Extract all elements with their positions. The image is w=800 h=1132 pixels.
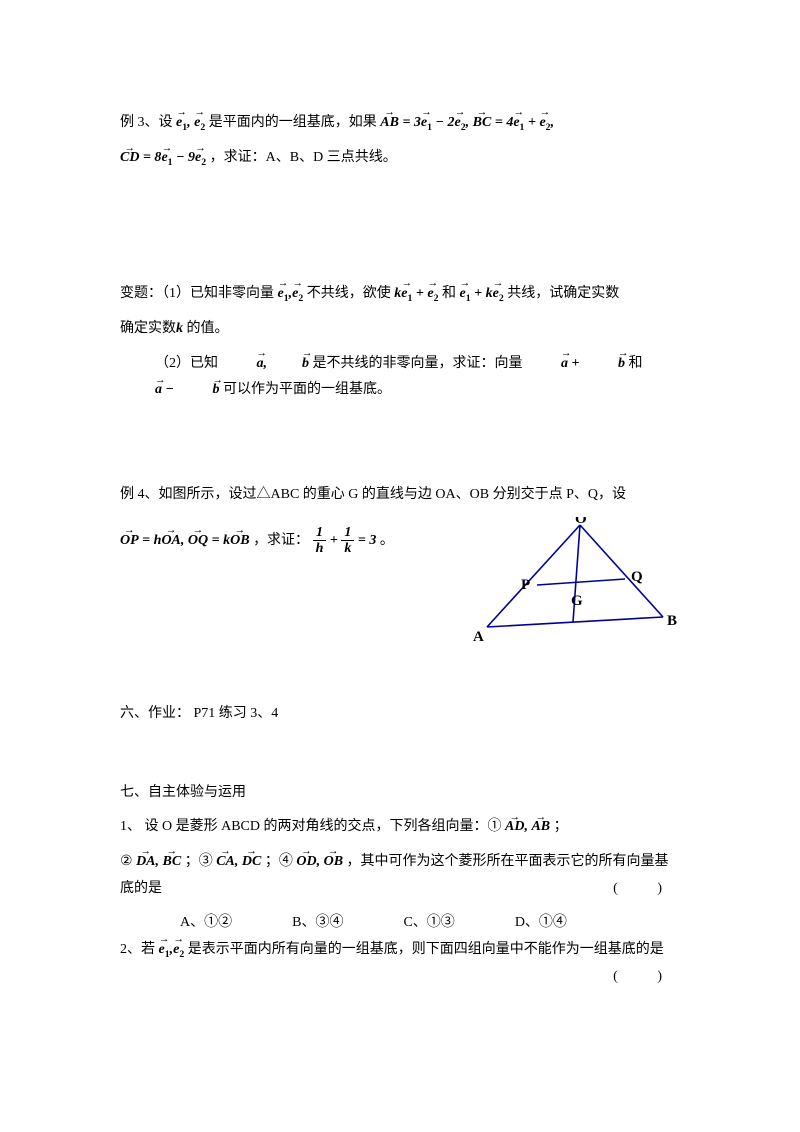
- text: 不共线，欲使: [307, 286, 391, 301]
- vec-BC: BC: [473, 110, 492, 137]
- frac-1-h: 1h: [313, 525, 327, 557]
- text: 和: [628, 356, 642, 371]
- triangle-diagram: O A B P Q G: [465, 517, 680, 658]
- section-7-title: 七、自主体验与运用: [120, 780, 680, 807]
- q1-line1: 1、 设 O 是菱形 ABCD 的两对角线的交点，下列各组向量：① AD, AB…: [120, 814, 680, 841]
- q1-line2: ② DA, BC ；③ CA, DC ；④ OD, OB ，其中可作为这个菱形所…: [120, 849, 680, 902]
- choice-A: A、①②: [180, 910, 232, 937]
- example-3-line2: CD = 8e1 − 9e2 ，求证：A、B、D 三点共线。: [120, 145, 680, 172]
- svg-text:G: G: [571, 593, 583, 609]
- vec-AB: AB: [380, 110, 399, 137]
- text: 和: [442, 286, 456, 301]
- choice-B: B、③④: [292, 910, 343, 937]
- vec-e2: e2: [194, 110, 205, 137]
- example-4-text: 例 4、如图所示，设过△ABC 的重心 G 的直线与边 OA、OB 分别交于点 …: [120, 482, 680, 509]
- text: 变题：（1）已知非零向量: [120, 286, 274, 301]
- vec-a: a: [222, 351, 264, 378]
- text: ，求证：A、B、D 三点共线。: [210, 150, 397, 165]
- vec-b: b: [267, 351, 309, 378]
- svg-text:P: P: [521, 577, 530, 593]
- q2: 2、若 e1,e2 是表示平面内所有向量的一组基底，则下面四组向量中不能作为一组…: [120, 937, 680, 964]
- vec-e1: e1: [176, 110, 187, 137]
- answer-blank: ( ): [613, 876, 680, 903]
- svg-text:Q: Q: [631, 569, 643, 585]
- choice-D: D、①④: [515, 910, 567, 937]
- example-4-row: OP = hOA, OQ = kOB ，求证： 1h + 1k = 3 。 O A…: [120, 517, 680, 658]
- variant-1: 变题：（1）已知非零向量 e1,e2 不共线，欲使 ke1 + e2 和 e1 …: [120, 281, 680, 308]
- text: 是不共线的非零向量，求证：向量: [313, 356, 523, 371]
- vec-CD: CD: [120, 145, 139, 172]
- homework: 六、作业： P71 练习 3、4: [120, 701, 680, 728]
- svg-text:A: A: [473, 629, 484, 645]
- text: 共线，试确定实数: [507, 286, 619, 301]
- choice-C: C、①③: [403, 910, 454, 937]
- example-3: 例 3、设 e1, e2 是平面内的一组基底，如果 AB = 3e1 − 2e2…: [120, 110, 680, 137]
- q1-choices: A、①② B、③④ C、①③ D、①④: [120, 910, 680, 937]
- text: 例 3、设: [120, 115, 173, 130]
- example-4-equation: OP = hOA, OQ = kOB ，求证： 1h + 1k = 3 。: [120, 525, 455, 557]
- variant-2: （2）已知 a,b 是不共线的非零向量，求证：向量 a + b 和 a − b …: [120, 351, 680, 404]
- text: 是平面内的一组基底，如果: [209, 115, 377, 130]
- text: （2）已知: [155, 356, 218, 371]
- text: 可以作为平面的一组基底。: [223, 382, 391, 397]
- frac-1-k: 1k: [341, 525, 354, 557]
- svg-text:B: B: [667, 613, 677, 629]
- variant-1b: 确定实数k 的值。: [120, 316, 680, 343]
- svg-text:O: O: [575, 517, 587, 527]
- answer-blank: ( ): [613, 964, 680, 991]
